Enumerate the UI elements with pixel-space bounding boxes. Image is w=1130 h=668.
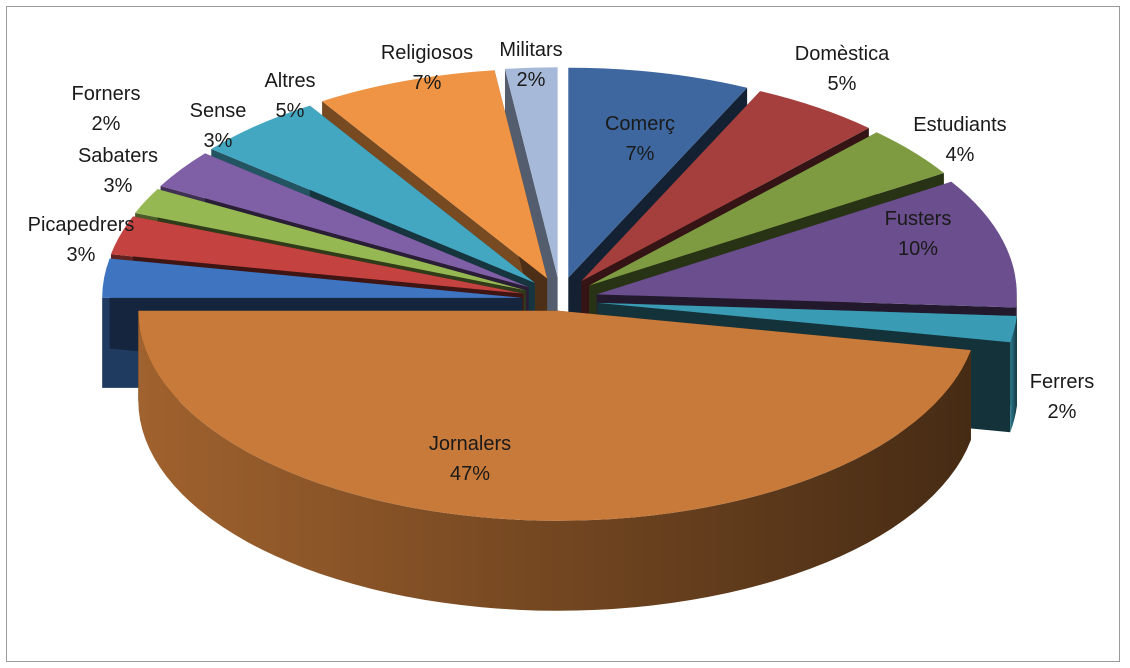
slice-top: [504, 67, 558, 278]
slice-rim: [138, 310, 971, 611]
slice-percent: 10%: [898, 238, 938, 260]
slice-label: Forners: [72, 83, 141, 105]
slice-top: [102, 258, 523, 298]
slice-label: Altres: [264, 70, 315, 92]
slice-label: Domèstica: [795, 43, 890, 65]
slice-percent: 7%: [413, 72, 442, 94]
slice-top: [160, 153, 529, 288]
slice-label: Sense: [190, 100, 247, 122]
slice-top: [596, 181, 1017, 308]
slice-label: Picapedrers: [28, 214, 135, 236]
slice-percent: 3%: [104, 175, 133, 197]
slice-label: Militars: [499, 39, 562, 61]
slice-percent: 2%: [517, 69, 546, 91]
slice-label: Fusters: [885, 208, 952, 230]
slice-percent: 2%: [1048, 401, 1077, 423]
slice-label: Ferrers: [1030, 371, 1094, 393]
slice-percent: 7%: [626, 143, 655, 165]
slice-percent: 5%: [276, 100, 305, 122]
slice-top: [135, 189, 526, 291]
slice-top: [322, 70, 548, 279]
slice-top: [211, 105, 535, 283]
slice-label: Comerç: [605, 113, 675, 135]
slice-jornalers: [138, 310, 971, 611]
slice-percent: 3%: [204, 130, 233, 152]
slice-rim: [1010, 316, 1017, 433]
slice-percent: 2%: [92, 113, 121, 135]
slice-percent: 47%: [450, 463, 490, 485]
slice-top: [589, 132, 944, 286]
slice-label: Jornalers: [429, 433, 511, 455]
slice-percent: 4%: [946, 144, 975, 166]
slice-top: [568, 67, 748, 278]
slice-percent: 3%: [67, 244, 96, 266]
slice-top: [581, 91, 869, 282]
slice-label: Sabaters: [78, 145, 158, 167]
slice-top: [110, 216, 524, 294]
slice-top: [597, 302, 1017, 343]
slice-top: [138, 310, 971, 521]
slice-label: Religiosos: [381, 42, 473, 64]
slice-label: Estudiants: [913, 114, 1006, 136]
slice-percent: 5%: [828, 73, 857, 95]
